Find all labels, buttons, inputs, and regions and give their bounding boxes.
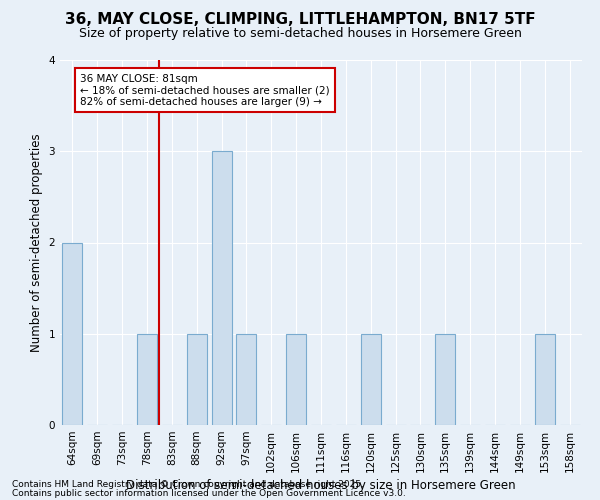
Bar <box>62 242 82 425</box>
X-axis label: Distribution of semi-detached houses by size in Horsemere Green: Distribution of semi-detached houses by … <box>126 479 516 492</box>
Bar <box>212 151 232 425</box>
Bar <box>436 334 455 425</box>
Text: Size of property relative to semi-detached houses in Horsemere Green: Size of property relative to semi-detach… <box>79 28 521 40</box>
Bar <box>535 334 554 425</box>
Text: Contains HM Land Registry data © Crown copyright and database right 2025.: Contains HM Land Registry data © Crown c… <box>12 480 364 489</box>
Bar <box>137 334 157 425</box>
Bar <box>236 334 256 425</box>
Bar <box>187 334 206 425</box>
Bar <box>286 334 306 425</box>
Text: Contains public sector information licensed under the Open Government Licence v3: Contains public sector information licen… <box>12 488 406 498</box>
Y-axis label: Number of semi-detached properties: Number of semi-detached properties <box>30 133 43 352</box>
Bar <box>361 334 380 425</box>
Text: 36 MAY CLOSE: 81sqm
← 18% of semi-detached houses are smaller (2)
82% of semi-de: 36 MAY CLOSE: 81sqm ← 18% of semi-detach… <box>80 74 329 107</box>
Text: 36, MAY CLOSE, CLIMPING, LITTLEHAMPTON, BN17 5TF: 36, MAY CLOSE, CLIMPING, LITTLEHAMPTON, … <box>65 12 535 28</box>
